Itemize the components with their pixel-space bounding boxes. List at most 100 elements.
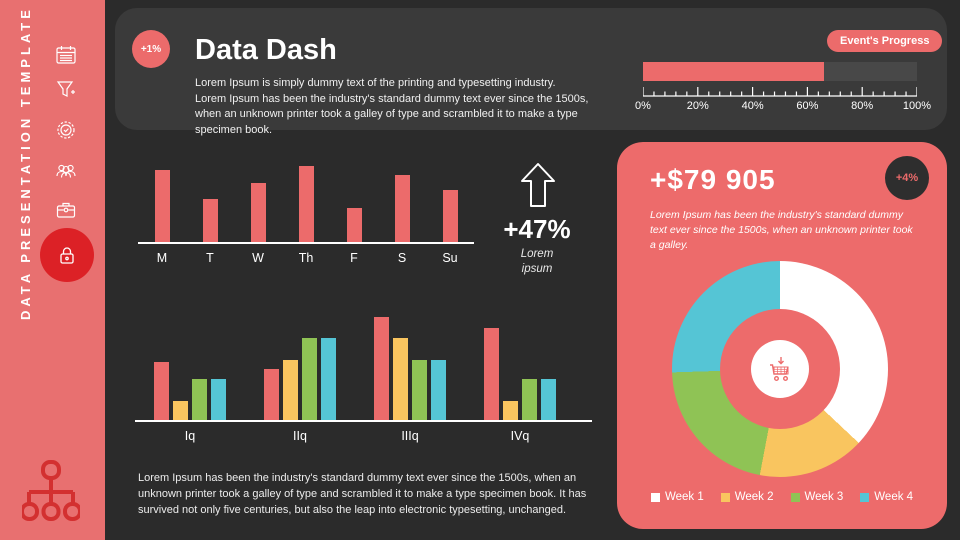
axis-category-label: IVq: [510, 429, 530, 443]
axis-category-label: Th: [298, 251, 314, 265]
legend-label: Week 4: [874, 491, 914, 503]
bar-group: [426, 166, 474, 242]
quarterly-chart-axis: [135, 420, 592, 422]
bar: [173, 401, 188, 421]
sales-amount: +$79 905: [650, 164, 776, 195]
progress-fill: [643, 62, 824, 81]
calendar-icon[interactable]: [55, 44, 77, 66]
bar-group: [234, 166, 282, 242]
legend-item: Week 3: [790, 491, 844, 503]
legend-item: Week 1: [650, 491, 704, 503]
legend-swatch: [720, 492, 730, 502]
weekly-bar-chart: [138, 166, 474, 242]
bar: [154, 169, 170, 242]
bar: [202, 199, 218, 242]
page-title: Data Dash: [195, 34, 337, 66]
bar-group: [330, 166, 378, 242]
weekly-chart-axis: [138, 242, 474, 244]
bar: [321, 337, 336, 421]
filter-add-icon[interactable]: [55, 79, 77, 101]
arrow-up-icon: [521, 163, 555, 207]
progress-tick-label: 80%: [851, 100, 874, 112]
sidebar: DATA PRESENTATION TEMPLATE: [0, 0, 105, 540]
sidebar-vertical-title: DATA PRESENTATION TEMPLATE: [18, 6, 33, 320]
legend-label: Week 1: [664, 491, 704, 503]
donut-legend: Week 1 Week 2 Week 3 Week 4: [617, 491, 947, 503]
badge-icon[interactable]: [55, 119, 77, 141]
bar: [302, 337, 317, 421]
header-description: Lorem Ipsum is simply dummy text of the …: [195, 77, 589, 136]
progress-ruler: [643, 87, 917, 97]
sales-percent-badge: +4%: [885, 156, 929, 200]
axis-category-label: M: [156, 251, 168, 265]
bar-group: [138, 166, 186, 242]
lock-icon: [60, 247, 74, 264]
legend-label: Week 2: [734, 491, 774, 503]
org-chart-icon: [20, 460, 82, 524]
progress-tick-label: 100%: [902, 100, 932, 112]
bar: [393, 337, 408, 421]
bar: [154, 361, 169, 421]
quarterly-bar-chart: [135, 317, 575, 421]
progress-tick-label: 20%: [686, 100, 709, 112]
bar-group: [282, 166, 330, 242]
legend-swatch: [650, 492, 660, 502]
progress-tick-label: 40%: [741, 100, 764, 112]
header-percent-badge: +1%: [132, 30, 170, 68]
bar-group: [355, 317, 465, 421]
bar: [503, 401, 518, 421]
bar: [264, 369, 279, 421]
legend-item: Week 4: [860, 491, 913, 503]
axis-category-label: W: [252, 251, 264, 265]
axis-category-label: Su: [442, 251, 458, 265]
bottom-description: Lorem Ipsum has been the industry's stan…: [138, 472, 587, 516]
shopping-cart-icon: [770, 357, 789, 382]
sales-description: Lorem Ipsum has been the industry's stan…: [650, 209, 913, 252]
axis-category-label: IIq: [293, 429, 307, 443]
bar: [541, 379, 556, 421]
bar: [192, 379, 207, 421]
progress-bar: [643, 62, 917, 81]
bar: [412, 359, 427, 421]
axis-category-label: Iq: [184, 429, 196, 443]
briefcase-icon[interactable]: [55, 199, 77, 221]
progress-tick-label: 60%: [796, 100, 819, 112]
bar: [250, 182, 266, 242]
bar-group: [245, 317, 355, 421]
stat-caption: Lorem ipsum: [520, 248, 554, 275]
bar: [522, 379, 537, 421]
weeks-donut-chart: [672, 261, 888, 477]
axis-category-label: T: [206, 251, 214, 265]
sales-card: +$79 905 +4% Lorem Ipsum has been the in…: [617, 142, 947, 529]
bar: [442, 190, 458, 242]
axis-category-label: S: [397, 251, 407, 265]
stat-value: +47%: [503, 214, 571, 244]
bar: [346, 207, 362, 242]
bar: [211, 379, 226, 421]
axis-category-label: F: [350, 251, 358, 265]
axis-category-label: IIIq: [401, 429, 419, 443]
bar-group: [135, 317, 245, 421]
lock-button[interactable]: [40, 228, 94, 282]
bar: [484, 328, 499, 421]
header-card: +1% Data Dash Lorem Ipsum is simply dumm…: [115, 8, 947, 136]
bar: [283, 359, 298, 421]
bar: [374, 317, 389, 421]
legend-swatch: [790, 492, 800, 502]
legend-swatch: [860, 492, 870, 502]
users-icon[interactable]: [55, 159, 77, 181]
quarterly-chart-labels: Iq IIq IIIq IVq: [135, 429, 575, 443]
bar: [298, 166, 314, 242]
bar-group: [186, 166, 234, 242]
legend-item: Week 2: [720, 491, 774, 503]
donut-center: [751, 340, 809, 398]
bar: [431, 359, 446, 421]
events-progress-badge[interactable]: Event's Progress: [827, 30, 943, 52]
progress-tick-labels: 0% 20% 40% 60% 80% 100%: [635, 100, 931, 114]
legend-label: Week 3: [804, 491, 844, 503]
bar-group: [378, 166, 426, 242]
bar-group: [465, 317, 575, 421]
weekly-chart-labels: M T W Th F S Su: [138, 251, 474, 265]
bar: [394, 175, 410, 242]
